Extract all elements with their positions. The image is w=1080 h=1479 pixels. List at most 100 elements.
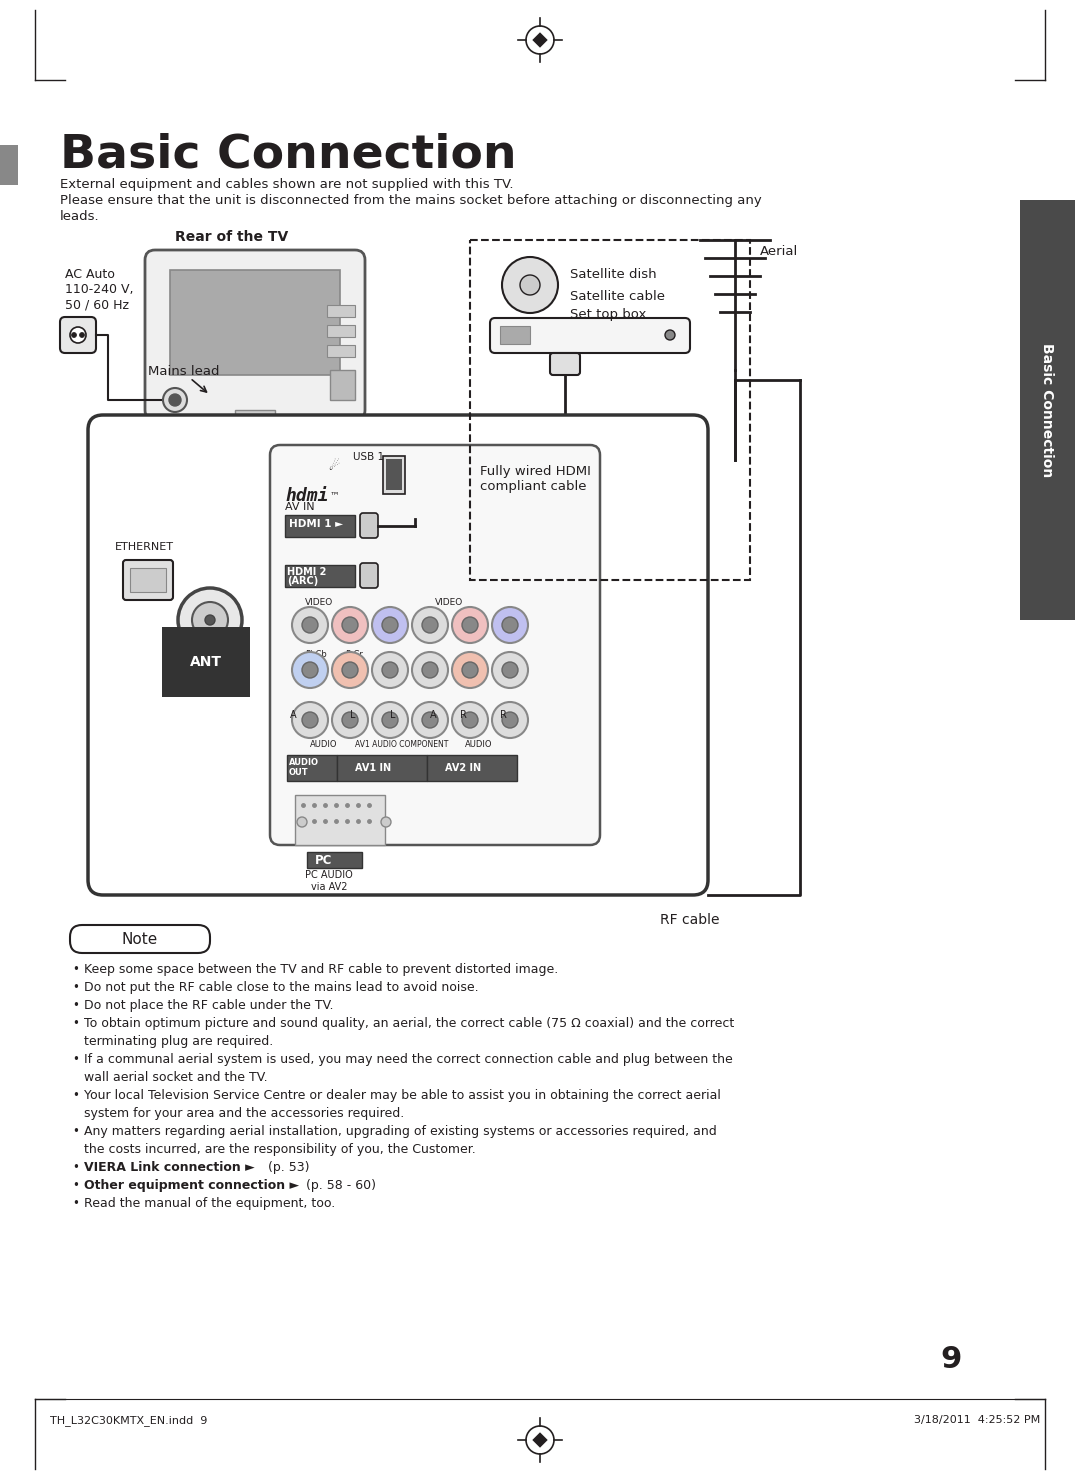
Text: ™: ™ [330, 490, 340, 500]
FancyBboxPatch shape [415, 510, 445, 528]
Circle shape [502, 617, 518, 633]
Text: Set top box: Set top box [570, 308, 646, 321]
Bar [235, 410, 275, 430]
Text: PC: PC [315, 853, 333, 867]
Text: Basic Connection: Basic Connection [1040, 343, 1054, 478]
FancyBboxPatch shape [60, 317, 96, 353]
Text: Other equipment connection ►: Other equipment connection ► [84, 1179, 299, 1192]
Bar [287, 754, 337, 781]
Text: wall aerial socket and the TV.: wall aerial socket and the TV. [84, 1071, 268, 1084]
Text: AV1 AUDIO COMPONENT: AV1 AUDIO COMPONENT [355, 740, 448, 748]
Circle shape [492, 606, 528, 643]
Text: 9: 9 [940, 1344, 961, 1374]
Text: Your local Television Service Centre or dealer may be able to assist you in obta: Your local Television Service Centre or … [84, 1089, 720, 1102]
Text: system for your area and the accessories required.: system for your area and the accessories… [84, 1106, 404, 1120]
Circle shape [462, 711, 478, 728]
Circle shape [422, 663, 438, 677]
Text: Any matters regarding aerial installation, upgrading of existing systems or acce: Any matters regarding aerial installatio… [84, 1126, 717, 1137]
Text: To obtain optimum picture and sound quality, an aerial, the correct cable (75 Ω : To obtain optimum picture and sound qual… [84, 1018, 734, 1029]
Bar [470, 240, 750, 580]
Bar [170, 271, 340, 376]
Text: R: R [460, 710, 467, 720]
Text: (p. 53): (p. 53) [264, 1161, 310, 1174]
Bar [327, 325, 355, 337]
Text: hdmi: hdmi [285, 487, 328, 504]
Circle shape [453, 606, 488, 643]
Bar [337, 754, 427, 781]
Text: the costs incurred, are the responsibility of you, the Customer.: the costs incurred, are the responsibili… [84, 1143, 476, 1157]
Bar [1020, 200, 1075, 620]
Circle shape [492, 652, 528, 688]
Circle shape [492, 703, 528, 738]
FancyBboxPatch shape [87, 416, 708, 895]
Text: AUDIO
OUT: AUDIO OUT [289, 759, 319, 778]
Circle shape [382, 663, 399, 677]
Bar [0, 145, 18, 185]
FancyBboxPatch shape [360, 513, 378, 538]
Circle shape [70, 327, 86, 343]
Circle shape [502, 257, 558, 314]
Text: leads.: leads. [60, 210, 99, 223]
Text: •: • [72, 1053, 79, 1066]
Bar [386, 458, 402, 490]
Text: A: A [291, 710, 297, 720]
Circle shape [422, 617, 438, 633]
Text: •: • [72, 1018, 79, 1029]
Text: •: • [72, 1161, 79, 1174]
Text: ☄: ☄ [328, 460, 339, 473]
Text: Do not put the RF cable close to the mains lead to avoid noise.: Do not put the RF cable close to the mai… [84, 981, 478, 994]
Text: (p. 58 - 60): (p. 58 - 60) [302, 1179, 376, 1192]
Text: ETHERNET: ETHERNET [114, 541, 174, 552]
Text: L: L [350, 710, 355, 720]
Circle shape [411, 606, 448, 643]
Text: AV1 IN: AV1 IN [355, 763, 391, 774]
FancyBboxPatch shape [123, 561, 173, 600]
Circle shape [381, 816, 391, 827]
FancyBboxPatch shape [360, 563, 378, 589]
Text: AC Auto
110-240 V,
50 / 60 Hz: AC Auto 110-240 V, 50 / 60 Hz [65, 268, 134, 311]
Circle shape [168, 393, 181, 407]
Text: AUDIO: AUDIO [310, 740, 337, 748]
Circle shape [342, 711, 357, 728]
Text: terminating plug are required.: terminating plug are required. [84, 1035, 273, 1049]
Text: External equipment and cables shown are not supplied with this TV.: External equipment and cables shown are … [60, 177, 513, 191]
Circle shape [332, 606, 368, 643]
Circle shape [372, 703, 408, 738]
Text: Mains lead: Mains lead [148, 365, 219, 379]
Circle shape [342, 617, 357, 633]
Circle shape [502, 663, 518, 677]
Bar [383, 456, 405, 494]
Circle shape [163, 387, 187, 413]
Text: •: • [72, 963, 79, 976]
Circle shape [292, 703, 328, 738]
Text: L: L [390, 710, 395, 720]
Text: •: • [72, 998, 79, 1012]
Text: HDMI 1 ►: HDMI 1 ► [289, 519, 343, 529]
Polygon shape [532, 1432, 548, 1448]
Circle shape [302, 711, 318, 728]
Text: Basic Connection: Basic Connection [60, 133, 516, 177]
Circle shape [292, 606, 328, 643]
Text: Satellite dish: Satellite dish [570, 268, 657, 281]
Bar [307, 852, 362, 868]
Circle shape [372, 652, 408, 688]
Circle shape [411, 652, 448, 688]
Text: AV IN: AV IN [285, 501, 314, 512]
Circle shape [178, 589, 242, 652]
Text: 3/18/2011  4:25:52 PM: 3/18/2011 4:25:52 PM [914, 1415, 1040, 1424]
Bar [285, 515, 355, 537]
Circle shape [422, 711, 438, 728]
Text: RF cable: RF cable [660, 913, 719, 927]
Text: PrCr: PrCr [345, 649, 363, 660]
Bar [327, 345, 355, 356]
Circle shape [453, 652, 488, 688]
Bar [500, 325, 530, 345]
Text: Fully wired HDMI
compliant cable: Fully wired HDMI compliant cable [480, 464, 591, 493]
Circle shape [80, 333, 84, 337]
Circle shape [502, 711, 518, 728]
Text: PbCb: PbCb [305, 649, 327, 660]
Circle shape [192, 602, 228, 637]
Circle shape [302, 663, 318, 677]
Circle shape [302, 617, 318, 633]
Text: VIDEO: VIDEO [305, 598, 334, 606]
